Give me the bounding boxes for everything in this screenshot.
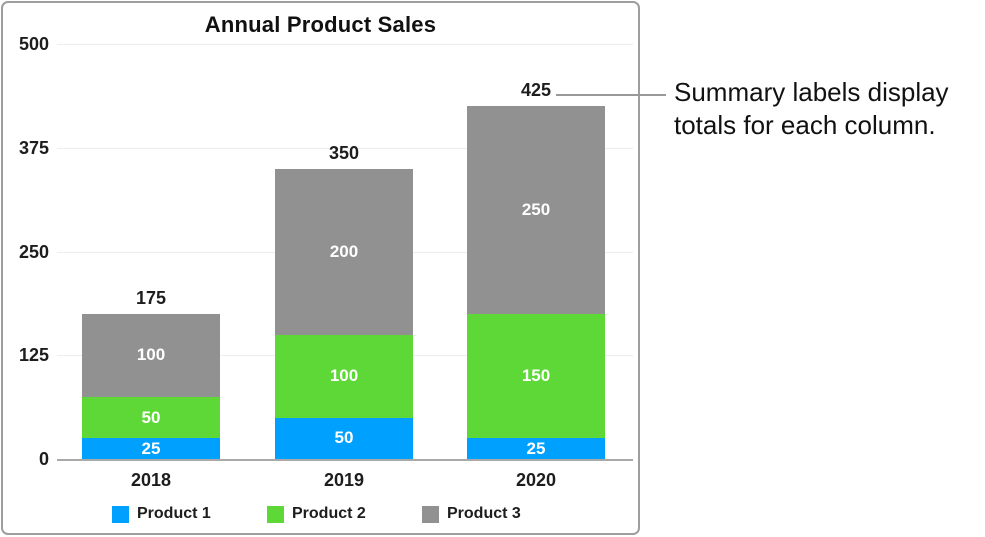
bar-segment-product-1-2020[interactable]: 25 xyxy=(467,438,605,459)
segment-value-label: 25 xyxy=(526,438,546,458)
legend-item-product-1[interactable]: Product 1 xyxy=(112,505,211,523)
segment-value-label: 50 xyxy=(334,428,354,448)
bar-segment-product-2-2019[interactable]: 100 xyxy=(275,334,413,418)
y-tick-label-125: 125 xyxy=(18,345,49,365)
x-category-label-2019: 2019 xyxy=(323,470,365,490)
bar-segment-product-1-2018[interactable]: 25 xyxy=(82,438,220,459)
bar-segment-product-1-2019[interactable]: 50 xyxy=(275,417,413,459)
segment-value-label: 200 xyxy=(329,241,359,261)
y-tick-label-375: 375 xyxy=(18,138,49,158)
legend-label: Product 2 xyxy=(292,505,366,522)
x-category-label-2020: 2020 xyxy=(515,470,557,490)
bar-segment-product-3-2018[interactable]: 100 xyxy=(82,313,220,397)
callout-line xyxy=(556,94,666,96)
y-tick-label-250: 250 xyxy=(18,242,49,262)
segment-value-label: 100 xyxy=(136,345,166,365)
y-tick-label-500: 500 xyxy=(18,34,49,54)
segment-value-label: 50 xyxy=(141,407,161,427)
bar-segment-product-3-2020[interactable]: 250 xyxy=(467,106,605,314)
legend-label: Product 3 xyxy=(447,505,521,522)
gridline-500 xyxy=(57,44,633,45)
annotation-line-2: totals for each column. xyxy=(674,110,936,140)
legend-swatch-icon xyxy=(422,505,439,523)
bar-segment-product-2-2018[interactable]: 50 xyxy=(82,396,220,439)
segment-value-label: 250 xyxy=(521,200,551,219)
x-category-label-2018: 2018 xyxy=(130,470,172,490)
total-label-2018: 175 xyxy=(135,287,167,308)
annotation-line-1: Summary labels display xyxy=(674,77,949,107)
legend-item-product-2[interactable]: Product 2 xyxy=(267,505,366,523)
legend-label: Product 1 xyxy=(137,505,211,522)
total-label-2019: 350 xyxy=(328,142,360,163)
legend-swatch-icon xyxy=(267,505,284,523)
chart-panel: Annual Product Sales 500 375 250 125 0 25 50 10… xyxy=(1,1,640,535)
annotation-text: Summary labels display totals for each c… xyxy=(674,76,949,142)
segment-value-label: 25 xyxy=(141,438,161,458)
total-label-2020: 425 xyxy=(520,80,552,101)
x-axis-line xyxy=(57,459,633,461)
chart-title: Annual Product Sales xyxy=(204,12,437,37)
bar-segment-product-3-2019[interactable]: 200 xyxy=(275,168,413,335)
legend-swatch-icon xyxy=(112,505,129,523)
segment-value-label: 100 xyxy=(329,366,359,385)
y-tick-label-0: 0 xyxy=(38,449,49,469)
legend-item-product-3[interactable]: Product 3 xyxy=(422,505,521,523)
segment-value-label: 150 xyxy=(521,366,551,385)
gridline-375 xyxy=(57,148,633,149)
bar-segment-product-2-2020[interactable]: 150 xyxy=(467,313,605,439)
